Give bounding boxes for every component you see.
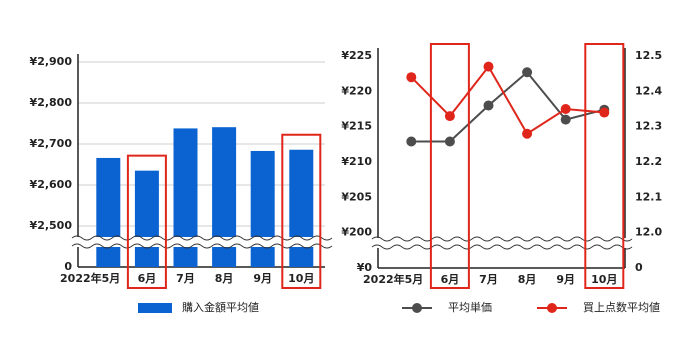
y2-tick-label: 12.0 (635, 226, 662, 239)
x-tick-label: 8月 (215, 272, 234, 285)
point (522, 67, 533, 78)
legend-marker (412, 303, 422, 313)
axis-break (71, 235, 333, 241)
y-tick-label: ¥2,700 (30, 137, 73, 150)
axis-break (371, 244, 633, 250)
bar (289, 149, 314, 267)
bar (96, 157, 121, 267)
x-tick-label: 7月 (479, 273, 498, 286)
bar (134, 170, 159, 267)
axis-break (371, 236, 633, 242)
y-tick-label: ¥2,500 (30, 219, 73, 232)
point (599, 107, 610, 118)
point (522, 128, 533, 139)
y-tick-label: ¥0 (357, 261, 373, 274)
y2-tick-label: 12.5 (635, 49, 662, 62)
legend-label: 購入金額平均値 (182, 300, 259, 314)
bar (250, 150, 275, 267)
y2-tick-label: 12.3 (635, 120, 662, 133)
y2-tick-label: 12.4 (635, 84, 662, 97)
y-tick-label: ¥220 (341, 84, 372, 97)
y-tick-label: ¥205 (341, 190, 372, 203)
point (444, 111, 455, 122)
legend-label: 平均単価 (448, 300, 492, 314)
point (406, 72, 417, 83)
x-tick-label: 9月 (556, 273, 575, 286)
legend-label: 買上点数平均値 (583, 301, 660, 314)
y-tick-label: ¥2,600 (30, 178, 73, 191)
y-tick-label: ¥225 (341, 49, 372, 62)
x-tick-label: 10月 (591, 273, 617, 286)
x-tick-label: 2022年5月 (60, 271, 120, 285)
x-tick-label: 7月 (176, 272, 195, 285)
axis-break-band (372, 238, 631, 248)
y-tick-label: ¥200 (341, 226, 372, 239)
point (483, 100, 494, 111)
y2-tick-label: 12.1 (635, 190, 662, 203)
legend-marker (547, 303, 557, 313)
y2-tick-label: 0 (635, 261, 643, 274)
y-tick-label: ¥215 (341, 120, 372, 133)
y-tick-label: ¥2,800 (30, 96, 73, 109)
x-tick-label: 2022年5月 (363, 272, 423, 286)
x-tick-label: 9月 (253, 272, 272, 285)
y-tick-label: 0 (64, 260, 72, 273)
y2-tick-label: 12.2 (635, 155, 662, 168)
x-tick-label: 6月 (138, 272, 157, 285)
highlight-box (281, 133, 322, 289)
point (406, 136, 417, 147)
x-tick-label: 10月 (288, 272, 314, 285)
highlight-box (126, 154, 167, 289)
point (444, 136, 455, 147)
point (560, 104, 571, 114)
legend-swatch (138, 303, 172, 313)
axis-break-band (72, 237, 331, 247)
highlight-box (584, 43, 625, 289)
highlight-box (429, 43, 470, 289)
x-tick-label: 6月 (441, 273, 460, 286)
series-line (411, 70, 605, 143)
series-line (410, 64, 605, 136)
point (560, 114, 571, 125)
y-tick-label: ¥210 (341, 155, 372, 168)
axis-break (71, 243, 333, 249)
x-tick-label: 8月 (518, 273, 537, 286)
point (483, 61, 494, 72)
y-tick-label: ¥2,900 (30, 55, 73, 68)
